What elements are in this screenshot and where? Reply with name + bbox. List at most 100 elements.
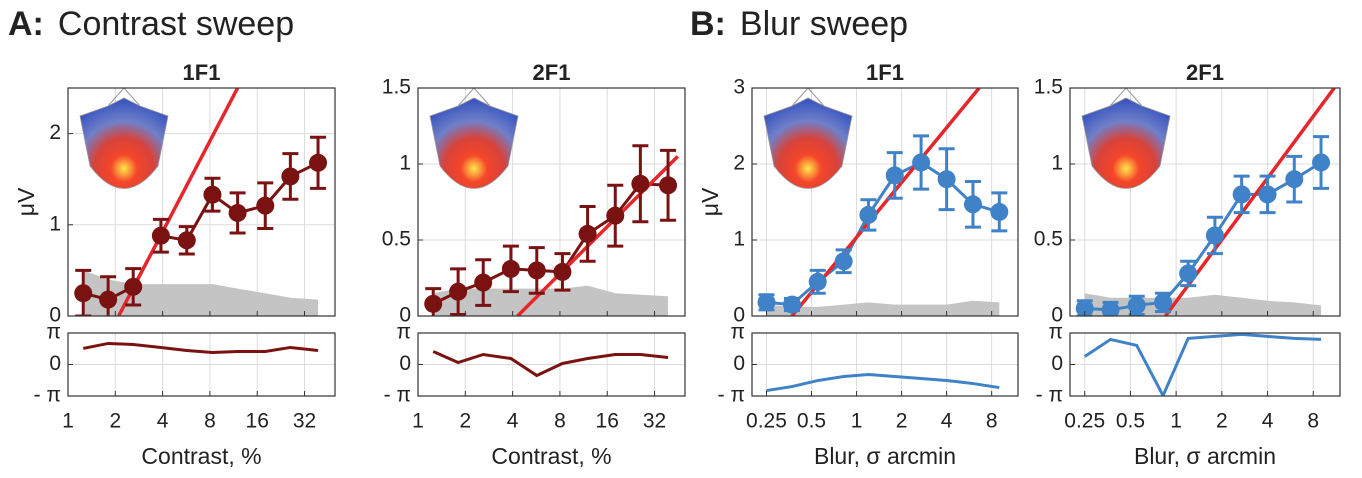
- data-point: [309, 153, 328, 172]
- data-point: [203, 185, 222, 204]
- y-tick-label: 1: [49, 212, 61, 235]
- data-point: [1285, 170, 1304, 189]
- chart-title: 2F1: [1186, 60, 1224, 85]
- x-tick-label: 0.25: [1064, 410, 1105, 433]
- data-point: [606, 206, 625, 225]
- y-tick-label: 0: [399, 304, 411, 327]
- y-tick-label: π: [47, 321, 62, 344]
- y-tick-label: 0: [1051, 352, 1063, 375]
- y-tick-label: - π: [384, 384, 411, 407]
- y-tick-label: 0.5: [1034, 228, 1063, 251]
- x-tick-label: 4: [507, 410, 519, 433]
- axes-frame: [1069, 332, 1341, 397]
- y-tick-label: 1.5: [1034, 76, 1063, 99]
- data-point: [578, 224, 597, 243]
- y-tick-label: - π: [34, 384, 61, 407]
- plot-content: [68, 88, 335, 316]
- y-tick-label: 0: [49, 304, 61, 327]
- x-tick-label: 8: [986, 410, 998, 433]
- data-point: [782, 295, 801, 314]
- y-tick-label: 1: [399, 152, 411, 175]
- y-tick-label: 0.5: [382, 228, 411, 251]
- data-line: [1084, 161, 1322, 312]
- panel-letter: B:: [690, 5, 726, 43]
- noise-area: [766, 300, 1000, 316]
- data-point: [124, 277, 143, 296]
- x-tick-label: 2: [1216, 410, 1228, 433]
- data-point: [74, 284, 93, 303]
- x-tick-label: 0.5: [1116, 410, 1145, 433]
- data-line: [82, 161, 319, 302]
- data-point: [912, 153, 931, 172]
- data-point: [990, 202, 1009, 221]
- y-tick-label: 0: [733, 352, 745, 375]
- y-tick-label: 0: [49, 352, 61, 375]
- y-tick-label: - π: [1036, 384, 1063, 407]
- y-tick-label: 1.5: [382, 76, 411, 99]
- x-tick-label: 1: [1170, 410, 1182, 433]
- x-tick-label: 1: [851, 410, 863, 433]
- chart-title: 1F1: [866, 60, 904, 85]
- data-point: [757, 293, 776, 312]
- x-tick-label: 8: [554, 410, 566, 433]
- x-tick-label: 4: [157, 410, 169, 433]
- data-point: [808, 272, 827, 291]
- data-point: [1075, 299, 1094, 316]
- x-tick-label: 32: [643, 410, 666, 433]
- y-tick-label: π: [397, 321, 412, 344]
- x-tick-label: 16: [246, 410, 269, 433]
- x-tick-label: 4: [941, 410, 953, 433]
- data-line: [432, 182, 669, 306]
- chart-title: 2F1: [533, 60, 571, 85]
- x-axis-label: Contrast, %: [141, 443, 261, 469]
- data-point: [885, 166, 904, 185]
- x-axis-label: Blur, σ arcmin: [814, 443, 956, 469]
- phase-line: [432, 350, 669, 378]
- plot-content: [1070, 333, 1340, 396]
- data-point: [1179, 264, 1198, 283]
- plot-content: [418, 333, 685, 396]
- x-tick-label: 2: [459, 410, 471, 433]
- fit-line: [516, 155, 680, 316]
- x-tick-label: 4: [1262, 410, 1274, 433]
- y-tick-label: - π: [718, 384, 745, 407]
- data-point: [631, 174, 650, 193]
- noise-area: [433, 285, 669, 316]
- data-point: [963, 195, 982, 214]
- phase-line: [1083, 333, 1322, 396]
- y-tick-label: 3: [733, 76, 745, 99]
- data-point: [151, 226, 170, 245]
- x-tick-label: 2: [109, 410, 121, 433]
- plot-content: [68, 333, 335, 396]
- data-point: [527, 261, 546, 280]
- x-tick-label: 0.25: [746, 410, 787, 433]
- data-point: [99, 290, 118, 309]
- x-tick-label: 2: [896, 410, 908, 433]
- panel-letter: A:: [8, 5, 44, 43]
- x-tick-label: 0.5: [797, 410, 826, 433]
- x-tick-label: 1: [62, 410, 74, 433]
- x-axis-label: Blur, σ arcmin: [1134, 443, 1276, 469]
- axes-frame: [67, 332, 336, 397]
- y-tick-label: π: [1049, 321, 1064, 344]
- x-tick-label: 1: [412, 410, 424, 433]
- data-point: [1101, 300, 1120, 316]
- y-axis-label: μV: [13, 187, 39, 216]
- data-point: [177, 231, 196, 250]
- plot-content: [418, 88, 685, 316]
- x-tick-label: 32: [293, 410, 316, 433]
- panel-heading: A: Contrast sweep: [8, 5, 294, 43]
- y-tick-label: 1: [733, 228, 745, 251]
- x-tick-label: 16: [596, 410, 619, 433]
- plot-content: [752, 333, 1018, 396]
- data-point: [1205, 226, 1224, 245]
- y-tick-label: 0: [733, 304, 745, 327]
- data-point: [256, 196, 275, 215]
- y-tick-label: 2: [733, 152, 745, 175]
- axes-frame: [751, 87, 1019, 317]
- data-point: [834, 252, 853, 271]
- data-point: [501, 259, 520, 278]
- y-tick-label: 1: [1051, 152, 1063, 175]
- phase-line: [82, 341, 319, 354]
